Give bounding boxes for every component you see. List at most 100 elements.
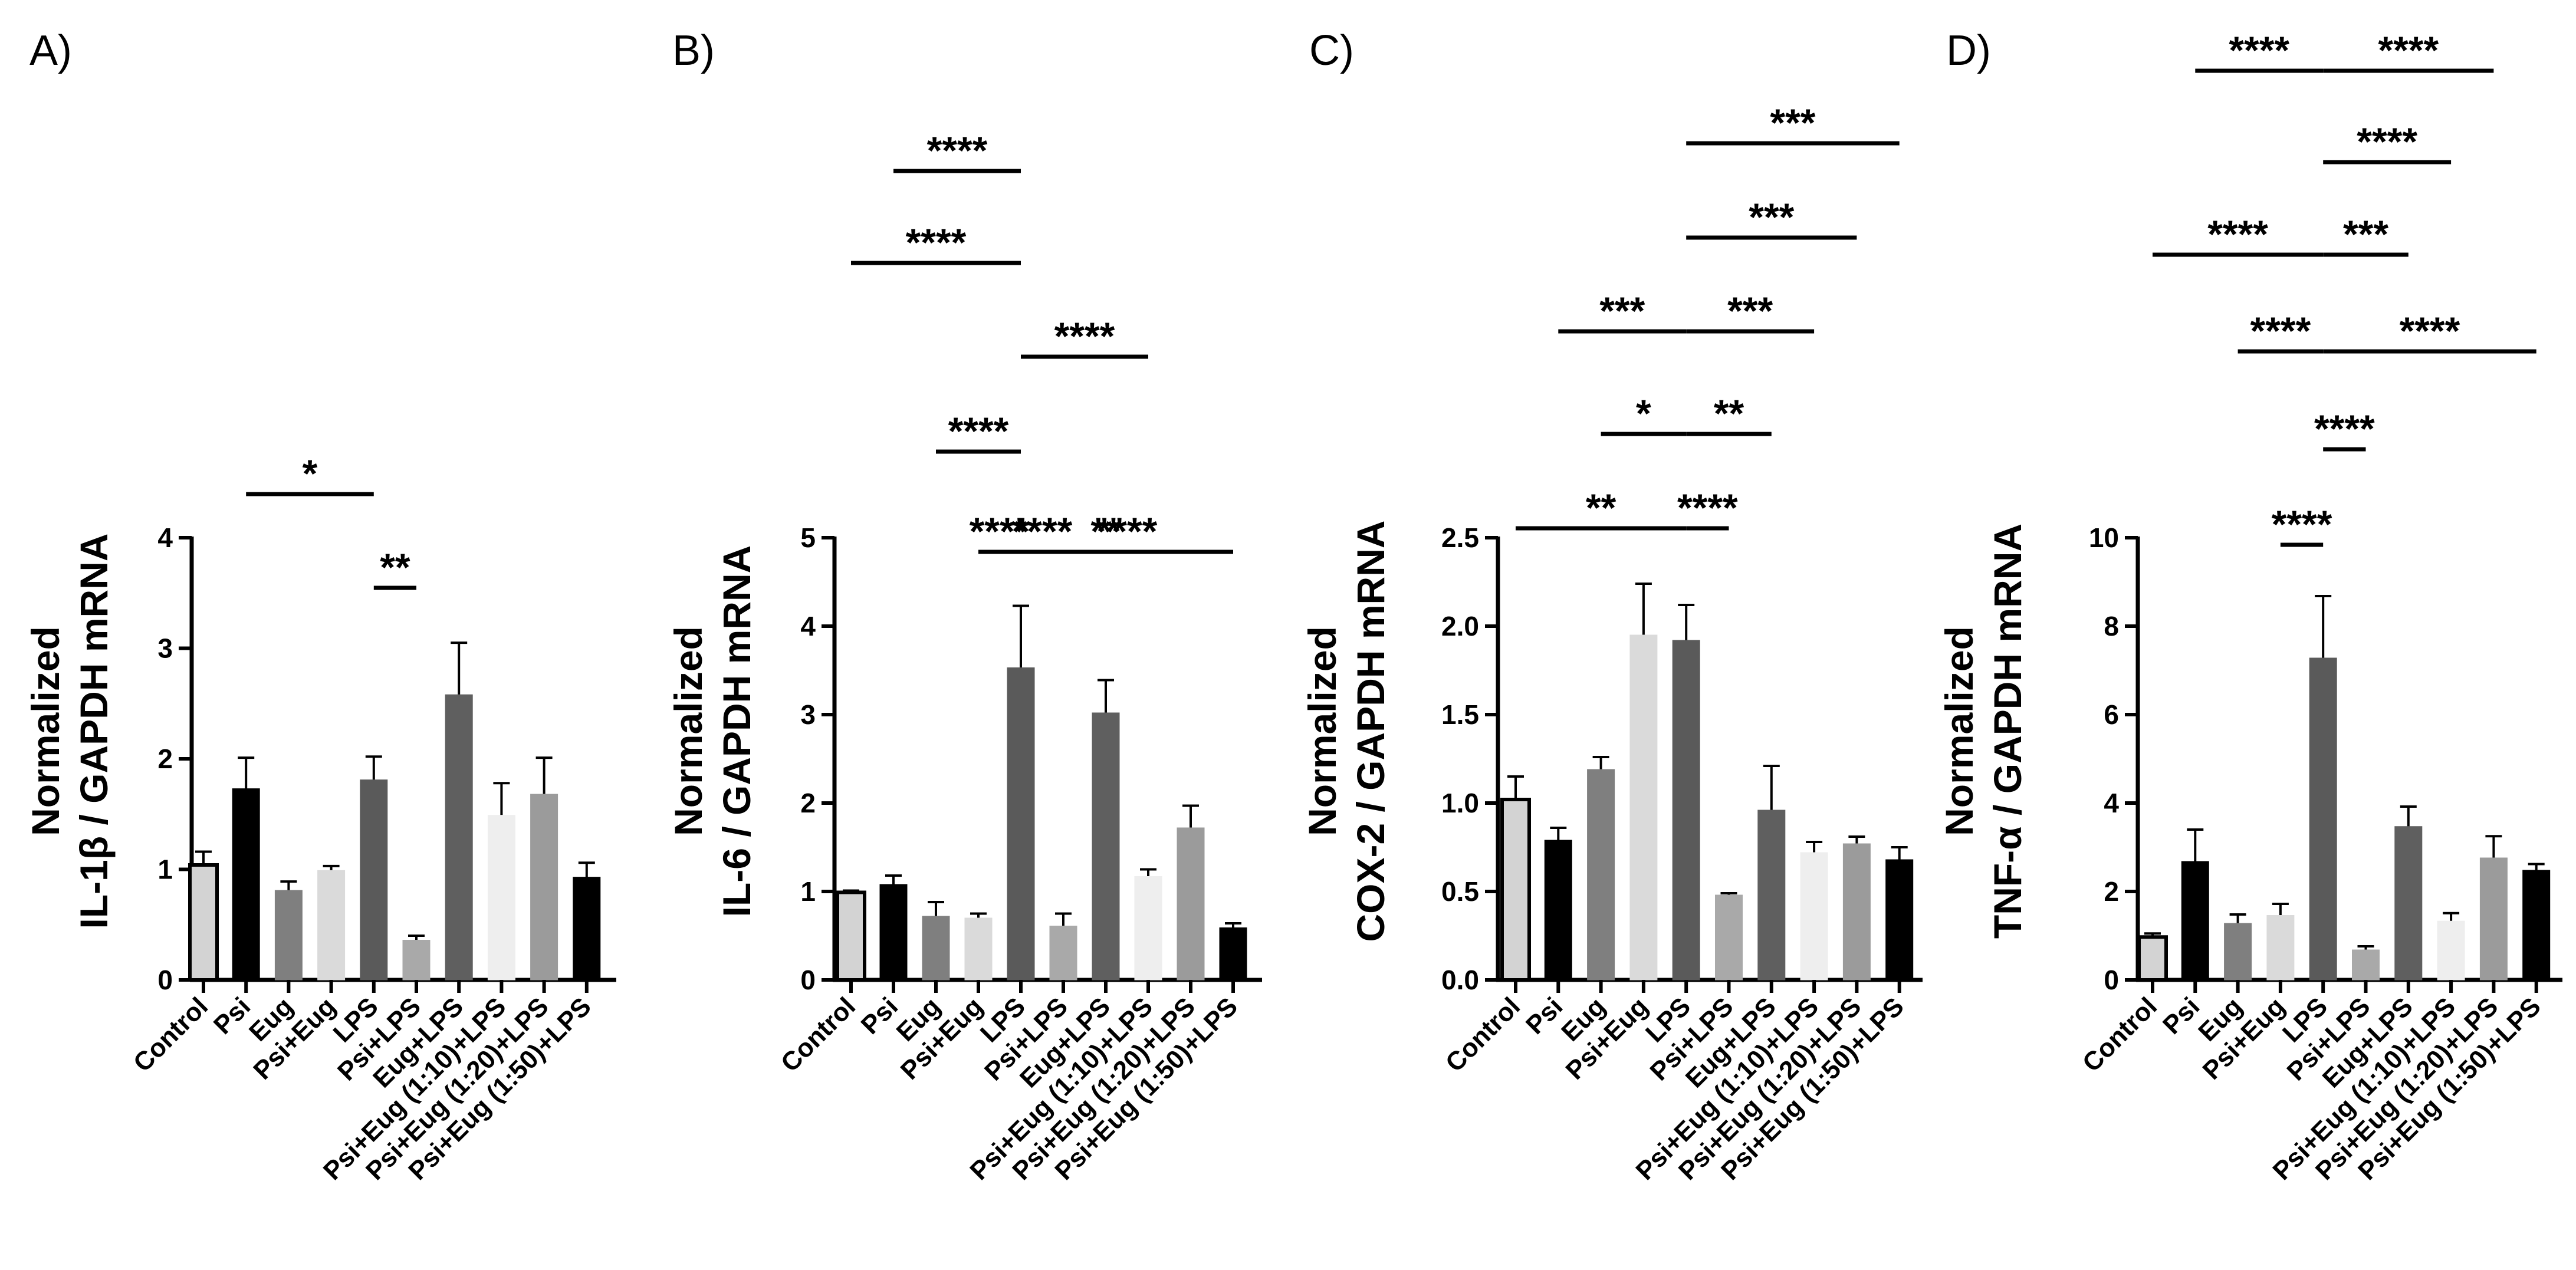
- bar: [360, 779, 388, 981]
- bar: [402, 940, 431, 981]
- y-axis-label: Normalized COX-2 / GAPDH mRNA: [1300, 520, 1392, 942]
- y-tick-label: 4: [2104, 788, 2119, 818]
- bar: [317, 870, 346, 981]
- y-tick-label: 5: [800, 522, 816, 553]
- y-axis-label-line: Normalized: [666, 626, 710, 836]
- bar: [1544, 840, 1572, 981]
- y-tick-label: 2.0: [1441, 611, 1479, 641]
- bar: [2137, 935, 2168, 982]
- bar: [1049, 926, 1077, 981]
- bar: [1500, 798, 1531, 982]
- significance-label: ****: [2207, 212, 2268, 256]
- significance-label: ****: [970, 509, 1030, 553]
- significance-label: ****: [1054, 314, 1115, 358]
- y-axis-label-line: IL-1β / GAPDH mRNA: [72, 534, 116, 929]
- bar: [1092, 712, 1120, 981]
- significance-label: **: [1714, 391, 1744, 435]
- significance-label: ****: [927, 129, 988, 172]
- bar: [2266, 915, 2295, 981]
- significance-label: ****: [1677, 486, 1738, 529]
- y-tick-label: 1: [157, 854, 173, 885]
- significance-label: **: [1090, 509, 1121, 553]
- y-tick-label: 3: [157, 633, 173, 664]
- chart-panel-3: C) Normalized COX-2 / GAPDH mRNA 0.0 0.5 1.0 1…: [1300, 27, 1923, 1186]
- y-axis-label: Normalized IL-6 / GAPDH mRNA: [666, 545, 758, 917]
- y-tick-label: 0: [157, 965, 173, 995]
- bar: [2309, 657, 2337, 981]
- y-axis-label-line: COX-2 / GAPDH mRNA: [1349, 520, 1392, 942]
- significance-label: ****: [1097, 509, 1158, 553]
- x-tick-label: Control: [1440, 992, 1526, 1077]
- significance-label: ****: [1012, 509, 1073, 553]
- bar: [1134, 876, 1162, 981]
- y-tick-label: 2: [157, 743, 173, 774]
- bar: [188, 863, 219, 982]
- significance-label: ****: [2250, 309, 2311, 353]
- y-tick-label: 1.5: [1441, 699, 1479, 730]
- y-tick-label: 0.0: [1441, 965, 1479, 995]
- y-axis-label-line: Normalized: [1937, 626, 1981, 836]
- significance-label: **: [380, 545, 410, 589]
- significance-label: *: [1636, 391, 1651, 435]
- bar: [964, 917, 993, 981]
- significance-label: ****: [2272, 502, 2332, 546]
- bar: [274, 890, 303, 981]
- significance-label: ****: [2400, 309, 2460, 353]
- bar: [1757, 810, 1786, 981]
- y-tick-label: 10: [2089, 522, 2119, 553]
- bar: [1177, 827, 1205, 981]
- y-tick-label: 1: [800, 876, 816, 907]
- chart-panel-2: B) Normalized IL-6 / GAPDH mRNA 0 1 2 3 4 5 Contr…: [666, 27, 1262, 1186]
- bar: [1219, 927, 1247, 981]
- y-axis-label: Normalized IL-1β / GAPDH mRNA: [24, 534, 116, 929]
- bar: [1587, 769, 1615, 981]
- y-tick-label: 8: [2104, 611, 2119, 641]
- significance-label: ***: [2343, 212, 2388, 256]
- significance-label: ****: [906, 221, 967, 264]
- x-tick-label: Psi: [2157, 992, 2205, 1039]
- panel-label: C): [1309, 27, 1354, 74]
- significance-label: ****: [2314, 407, 2375, 450]
- significance-label: ****: [2378, 28, 2439, 72]
- y-axis-label-line: Normalized: [1300, 626, 1344, 836]
- bar: [487, 815, 515, 981]
- x-tick-label: Control: [776, 992, 861, 1077]
- bar: [2479, 857, 2508, 981]
- bar: [1842, 843, 1871, 981]
- significance-label: ***: [1599, 289, 1645, 333]
- chart-panel-4: D) Normalized TNF-α / GAPDH mRNA 0 2 4 6 8 10 Con…: [1937, 27, 2562, 1186]
- bar: [2352, 949, 2380, 981]
- y-tick-label: 6: [2104, 699, 2119, 730]
- bar: [2522, 870, 2551, 981]
- chart-panel-1: A) Normalized IL-1β / GAPDH mRNA 0 1 2 3 4 Contr…: [24, 27, 616, 1186]
- y-tick-label: 2: [800, 788, 816, 818]
- panel-label: A): [29, 27, 72, 74]
- bar: [1629, 634, 1658, 981]
- panel-label: B): [672, 27, 715, 74]
- significance-label: ***: [1770, 101, 1815, 144]
- x-tick-label: Control: [2077, 992, 2163, 1077]
- y-tick-label: 3: [800, 699, 816, 730]
- y-axis-label-line: IL-6 / GAPDH mRNA: [715, 545, 758, 917]
- significance-label: **: [1586, 486, 1616, 529]
- bar: [1672, 640, 1700, 981]
- y-tick-label: 4: [800, 611, 816, 641]
- bar: [573, 877, 601, 981]
- panel-label: D): [1946, 27, 1991, 74]
- bar: [530, 794, 558, 981]
- x-tick-label: Control: [128, 992, 213, 1077]
- bar: [2394, 826, 2423, 981]
- x-tick-label: Psi: [1520, 992, 1568, 1039]
- y-tick-label: 0: [800, 965, 816, 995]
- bar: [1007, 667, 1035, 981]
- significance-label: *: [303, 452, 318, 495]
- significance-label: ****: [948, 409, 1009, 453]
- y-tick-label: 1.0: [1441, 788, 1479, 818]
- significance-label: ***: [1727, 289, 1773, 333]
- bar: [2437, 920, 2465, 981]
- y-tick-label: 0.5: [1441, 876, 1479, 907]
- y-axis-label-line: Normalized: [24, 626, 67, 836]
- y-tick-label: 0: [2104, 965, 2119, 995]
- bar: [1885, 859, 1914, 981]
